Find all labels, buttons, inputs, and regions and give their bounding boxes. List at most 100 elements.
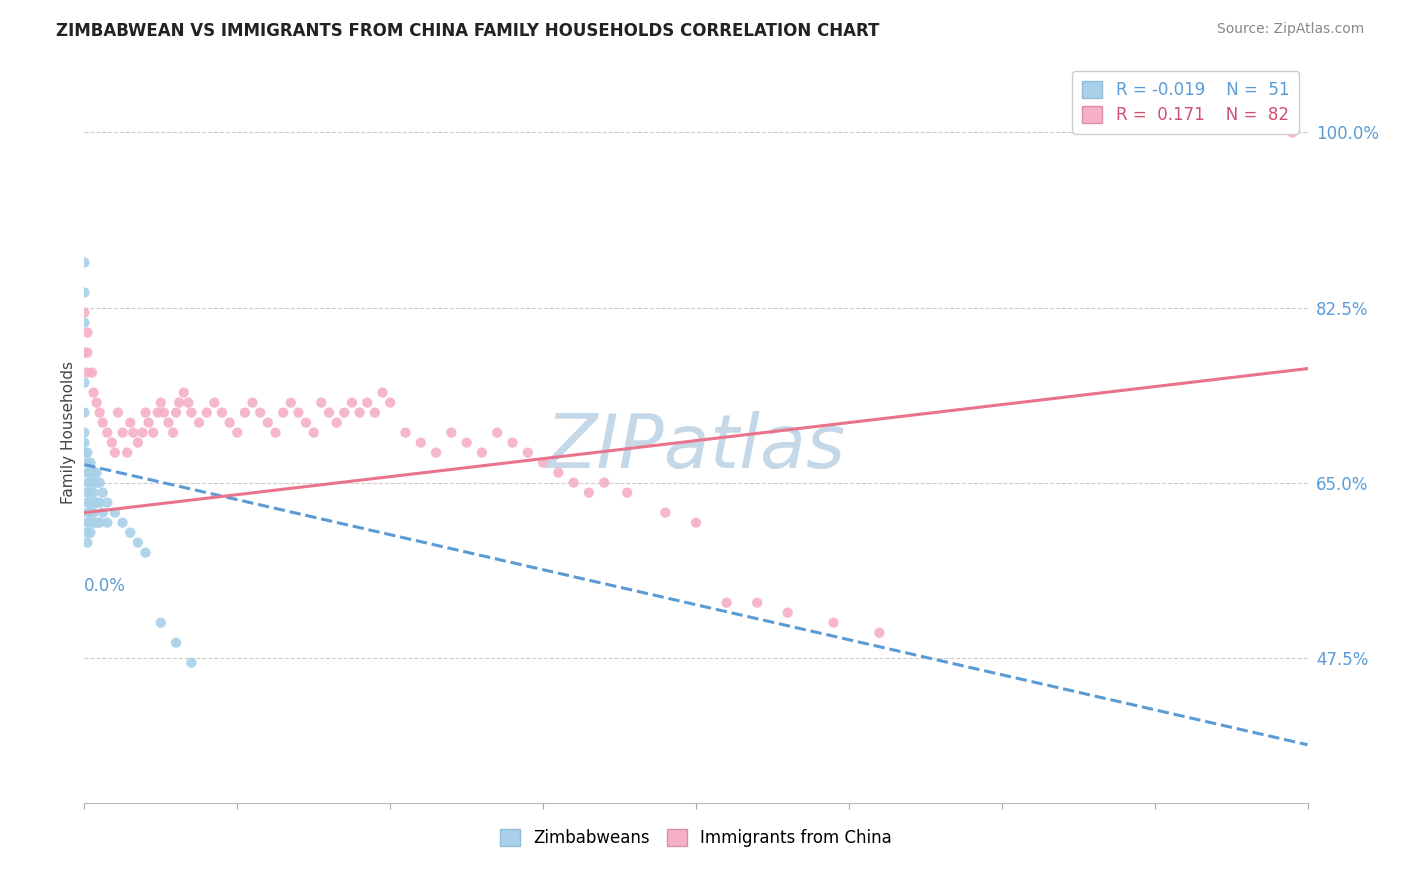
Text: 0.0%: 0.0% (84, 577, 127, 595)
Point (76, 535, 98, 549)
Point (425, 445, 447, 459)
Point (593, 475, 616, 490)
Point (83, 516, 105, 530)
Point (76, 485, 98, 500)
Text: ZIPatlas: ZIPatlas (546, 411, 846, 483)
Point (91, 416, 114, 430)
Point (89, 496, 111, 510)
Point (516, 445, 538, 459)
Point (86, 516, 108, 530)
Point (73, 305, 96, 319)
Point (271, 406, 294, 420)
Point (562, 475, 585, 490)
Point (173, 385, 195, 400)
Point (257, 416, 280, 430)
Point (146, 406, 169, 420)
Point (76, 366, 98, 380)
Point (104, 506, 127, 520)
Point (73, 406, 96, 420)
Point (73, 425, 96, 440)
Point (456, 435, 478, 450)
Point (157, 416, 180, 430)
Point (371, 385, 394, 400)
Point (311, 395, 333, 409)
Point (135, 406, 157, 420)
Point (295, 416, 318, 430)
Point (747, 596, 769, 610)
Point (73, 445, 96, 459)
Point (180, 656, 202, 670)
Point (115, 445, 138, 459)
Point (79, 485, 101, 500)
Point (264, 425, 287, 440)
Point (91, 506, 114, 520)
Point (578, 485, 600, 500)
Point (89, 516, 111, 530)
Point (149, 615, 172, 630)
Point (823, 615, 845, 630)
Point (394, 425, 416, 440)
Point (89, 406, 111, 420)
Point (73, 255, 96, 269)
Point (76, 475, 98, 490)
Point (86, 395, 108, 409)
Point (73, 376, 96, 390)
Point (76, 506, 98, 520)
Point (654, 506, 676, 520)
Point (83, 506, 105, 520)
Point (96, 425, 118, 440)
Point (356, 395, 378, 409)
Point (96, 516, 118, 530)
Point (776, 606, 799, 620)
Point (80, 366, 103, 380)
Text: ZIMBABWEAN VS IMMIGRANTS FROM CHINA FAMILY HOUSEHOLDS CORRELATION CHART: ZIMBABWEAN VS IMMIGRANTS FROM CHINA FAMI… (56, 22, 880, 40)
Point (233, 406, 256, 420)
Point (76, 456, 98, 470)
Point (162, 425, 184, 440)
Point (486, 425, 509, 440)
Point (177, 395, 200, 409)
Point (127, 535, 149, 549)
Point (79, 506, 101, 520)
Point (869, 625, 891, 640)
Text: Source: ZipAtlas.com: Source: ZipAtlas.com (1216, 22, 1364, 37)
Point (131, 425, 153, 440)
Point (195, 406, 218, 420)
Point (79, 466, 101, 480)
Point (280, 395, 302, 409)
Point (202, 395, 225, 409)
Point (287, 406, 309, 420)
Point (616, 485, 638, 500)
Point (86, 475, 108, 490)
Point (73, 435, 96, 450)
Point (242, 395, 264, 409)
Point (502, 435, 524, 450)
Point (165, 636, 187, 650)
Point (409, 435, 432, 450)
Point (86, 466, 108, 480)
Point (120, 525, 142, 540)
Point (135, 546, 157, 560)
Point (76, 525, 98, 540)
Point (153, 406, 176, 420)
Point (73, 285, 96, 300)
Point (325, 416, 347, 430)
Point (79, 496, 101, 510)
Legend: Zimbabweans, Immigrants from China: Zimbabweans, Immigrants from China (494, 822, 898, 854)
Point (211, 406, 233, 420)
Point (471, 445, 494, 459)
Point (380, 395, 402, 409)
Point (127, 435, 149, 450)
Point (531, 456, 554, 470)
Point (89, 475, 111, 490)
Point (83, 385, 105, 400)
Point (101, 435, 124, 450)
Point (122, 425, 145, 440)
Point (685, 516, 707, 530)
Point (180, 406, 202, 420)
Point (318, 406, 340, 420)
Point (167, 395, 190, 409)
Point (83, 485, 105, 500)
Point (1281, 126, 1303, 140)
Point (83, 466, 105, 480)
